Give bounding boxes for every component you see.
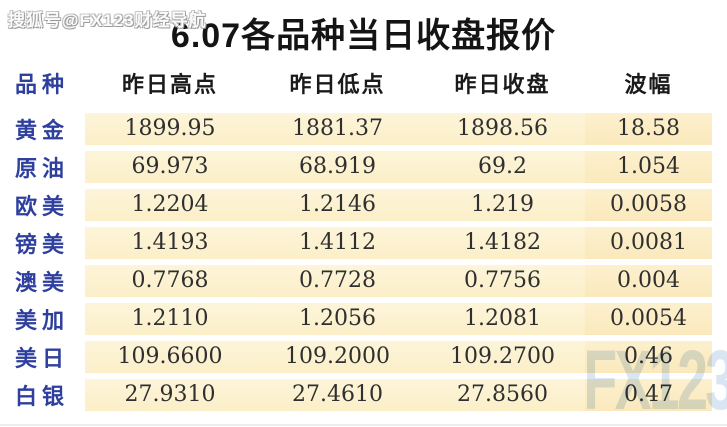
table-row-gold: 黄金 1899.95 1881.37 1898.56 18.58 xyxy=(15,113,712,145)
row-label: 黄金 xyxy=(15,113,85,145)
row-label: 原油 xyxy=(15,151,85,183)
row-label: 美加 xyxy=(15,303,85,335)
table-row-crude-oil: 原油 69.973 68.919 69.2 1.054 xyxy=(15,151,712,183)
row-label: 澳美 xyxy=(15,265,85,297)
row-label: 美日 xyxy=(15,341,85,373)
publisher-watermark: 搜狐号@FX123财经导航 xyxy=(8,11,207,30)
prev-close-value: 0.7756 xyxy=(420,265,585,297)
prev-high-value: 27.9310 xyxy=(85,379,255,411)
prev-high-value: 1.4193 xyxy=(85,227,255,259)
table-row-usdjpy: 美日 109.6600 109.2000 109.2700 0.46 xyxy=(15,341,712,373)
quotes-table: 品种 昨日高点 昨日低点 昨日收盘 波幅 黄金 1899.95 1881.37 … xyxy=(15,64,712,417)
prev-low-value: 68.919 xyxy=(255,151,420,183)
prev-low-value: 1881.37 xyxy=(255,113,420,145)
prev-low-value: 1.2146 xyxy=(255,189,420,221)
row-label: 欧美 xyxy=(15,189,85,221)
header-prev-close: 昨日收盘 xyxy=(454,72,551,97)
range-value: 0.0058 xyxy=(585,189,712,221)
prev-high-value: 69.973 xyxy=(85,151,255,183)
prev-close-value: 109.2700 xyxy=(420,341,585,373)
table-row-gbpusd: 镑美 1.4193 1.4112 1.4182 0.0081 xyxy=(15,227,712,259)
prev-close-value: 1898.56 xyxy=(420,113,585,145)
prev-close-value: 1.4182 xyxy=(420,227,585,259)
table-header-row: 品种 昨日高点 昨日低点 昨日收盘 波幅 xyxy=(15,64,712,102)
prev-high-value: 109.6600 xyxy=(85,341,255,373)
range-value: 0.46 xyxy=(585,341,712,373)
page-title: 6.07各品种当日收盘报价 xyxy=(170,17,557,55)
table-row-silver: 白银 27.9310 27.4610 27.8560 0.47 xyxy=(15,379,712,411)
header-range: 波幅 xyxy=(624,72,673,97)
range-value: 0.0081 xyxy=(585,227,712,259)
prev-low-value: 0.7728 xyxy=(255,265,420,297)
prev-high-value: 1.2110 xyxy=(85,303,255,335)
range-value: 18.58 xyxy=(585,113,712,145)
prev-low-value: 27.4610 xyxy=(255,379,420,411)
range-value: 0.0054 xyxy=(585,303,712,335)
range-value: 0.004 xyxy=(585,265,712,297)
table-row-eurusd: 欧美 1.2204 1.2146 1.219 0.0058 xyxy=(15,189,712,221)
prev-low-value: 109.2000 xyxy=(255,341,420,373)
header-product: 品种 xyxy=(15,72,70,97)
table-row-usdcad: 美加 1.2110 1.2056 1.2081 0.0054 xyxy=(15,303,712,335)
prev-high-value: 0.7768 xyxy=(85,265,255,297)
prev-close-value: 1.2081 xyxy=(420,303,585,335)
row-label: 白银 xyxy=(15,379,85,411)
prev-high-value: 1899.95 xyxy=(85,113,255,145)
prev-low-value: 1.4112 xyxy=(255,227,420,259)
header-prev-high: 昨日高点 xyxy=(121,72,218,97)
prev-low-value: 1.2056 xyxy=(255,303,420,335)
prev-high-value: 1.2204 xyxy=(85,189,255,221)
range-value: 0.47 xyxy=(585,379,712,411)
header-prev-low: 昨日低点 xyxy=(289,72,386,97)
table-row-audusd: 澳美 0.7768 0.7728 0.7756 0.004 xyxy=(15,265,712,297)
prev-close-value: 69.2 xyxy=(420,151,585,183)
fx123-logo-watermark: FX123 xyxy=(582,333,727,427)
range-value: 1.054 xyxy=(585,151,712,183)
prev-close-value: 27.8560 xyxy=(420,379,585,411)
prev-close-value: 1.219 xyxy=(420,189,585,221)
row-label: 镑美 xyxy=(15,227,85,259)
